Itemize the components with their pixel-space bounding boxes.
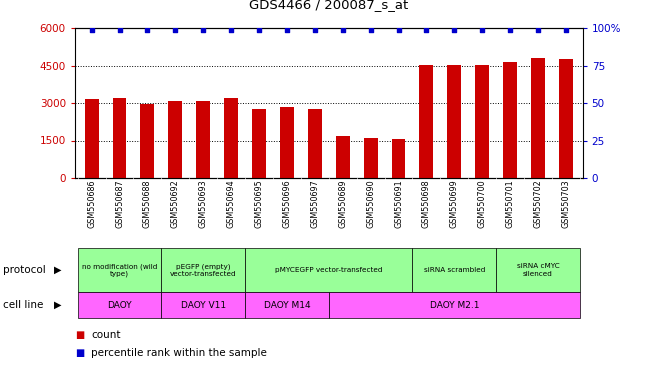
- Point: [226, 26, 236, 33]
- Bar: [531, 58, 545, 178]
- Point: [477, 26, 488, 33]
- Text: count: count: [91, 330, 120, 340]
- Point: [254, 26, 264, 33]
- Text: siRNA scrambled: siRNA scrambled: [424, 267, 485, 273]
- Text: ▶: ▶: [53, 265, 61, 275]
- Text: ▶: ▶: [53, 300, 61, 310]
- Text: GSM550687: GSM550687: [115, 179, 124, 228]
- Point: [310, 26, 320, 33]
- Text: GSM550702: GSM550702: [534, 179, 542, 228]
- Text: GSM550686: GSM550686: [87, 179, 96, 228]
- Bar: [336, 136, 350, 178]
- Bar: [141, 104, 154, 178]
- Bar: [364, 138, 378, 178]
- Bar: [245, 248, 413, 292]
- Bar: [503, 62, 517, 178]
- Bar: [161, 248, 245, 292]
- Text: GSM550701: GSM550701: [506, 179, 514, 228]
- Text: GSM550696: GSM550696: [283, 179, 292, 228]
- Text: GSM550691: GSM550691: [394, 179, 403, 228]
- Text: DAOY V11: DAOY V11: [180, 301, 226, 310]
- Point: [282, 26, 292, 33]
- Text: pMYCEGFP vector-transfected: pMYCEGFP vector-transfected: [275, 267, 383, 273]
- Bar: [161, 292, 245, 318]
- Bar: [308, 109, 322, 178]
- Point: [337, 26, 348, 33]
- Point: [198, 26, 208, 33]
- Point: [533, 26, 543, 33]
- Bar: [252, 109, 266, 178]
- Bar: [329, 292, 580, 318]
- Text: cell line: cell line: [3, 300, 44, 310]
- Text: DAOY: DAOY: [107, 301, 132, 310]
- Bar: [391, 139, 406, 178]
- Text: GSM550695: GSM550695: [255, 179, 264, 228]
- Point: [421, 26, 432, 33]
- Text: GSM550703: GSM550703: [561, 179, 570, 228]
- Point: [449, 26, 460, 33]
- Text: GSM550690: GSM550690: [366, 179, 375, 228]
- Bar: [419, 65, 434, 178]
- Text: pEGFP (empty)
vector-transfected: pEGFP (empty) vector-transfected: [170, 263, 236, 277]
- Text: GSM550694: GSM550694: [227, 179, 236, 228]
- Text: GSM550692: GSM550692: [171, 179, 180, 228]
- Bar: [196, 101, 210, 178]
- Text: GSM550698: GSM550698: [422, 179, 431, 228]
- Text: GSM550699: GSM550699: [450, 179, 459, 228]
- Text: GDS4466 / 200087_s_at: GDS4466 / 200087_s_at: [249, 0, 408, 11]
- Text: DAOY M14: DAOY M14: [264, 301, 311, 310]
- Text: siRNA cMYC
silenced: siRNA cMYC silenced: [517, 263, 559, 276]
- Text: GSM550693: GSM550693: [199, 179, 208, 228]
- Bar: [245, 292, 329, 318]
- Text: GSM550689: GSM550689: [339, 179, 347, 228]
- Text: GSM550700: GSM550700: [478, 179, 487, 228]
- Text: DAOY M2.1: DAOY M2.1: [430, 301, 479, 310]
- Point: [561, 26, 571, 33]
- Text: GSM550697: GSM550697: [311, 179, 319, 228]
- Text: GSM550688: GSM550688: [143, 179, 152, 228]
- Bar: [85, 99, 98, 178]
- Point: [115, 26, 125, 33]
- Bar: [413, 248, 496, 292]
- Bar: [77, 248, 161, 292]
- Bar: [496, 248, 580, 292]
- Text: no modification (wild
type): no modification (wild type): [82, 263, 157, 277]
- Bar: [447, 65, 462, 178]
- Bar: [113, 98, 126, 178]
- Point: [87, 26, 97, 33]
- Point: [505, 26, 516, 33]
- Bar: [280, 107, 294, 178]
- Text: percentile rank within the sample: percentile rank within the sample: [91, 348, 267, 358]
- Bar: [77, 292, 161, 318]
- Point: [365, 26, 376, 33]
- Point: [393, 26, 404, 33]
- Point: [142, 26, 152, 33]
- Bar: [475, 65, 489, 178]
- Bar: [559, 58, 573, 178]
- Bar: [224, 98, 238, 178]
- Text: ■: ■: [75, 330, 84, 340]
- Text: ■: ■: [75, 348, 84, 358]
- Bar: [169, 101, 182, 178]
- Text: protocol: protocol: [3, 265, 46, 275]
- Point: [170, 26, 180, 33]
